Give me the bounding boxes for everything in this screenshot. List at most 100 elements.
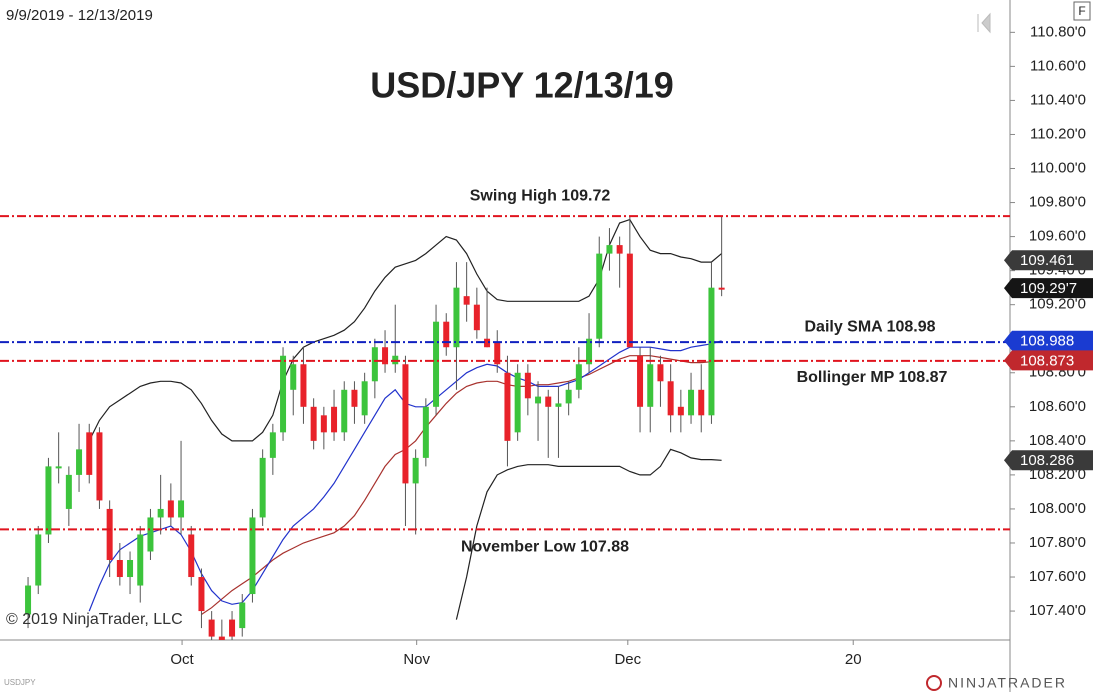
candle-body (402, 364, 409, 484)
candle-body (35, 534, 42, 586)
y-tick-label: 110.60'0 (1030, 57, 1086, 74)
candle-body (545, 396, 552, 407)
candle-body (320, 415, 327, 433)
y-tick-label: 110.40'0 (1030, 91, 1086, 108)
candle-body (708, 287, 715, 416)
indicator-line (88, 218, 722, 442)
candle-body (371, 347, 378, 382)
candle-body (463, 296, 470, 305)
symbol: USDJPY (4, 678, 36, 687)
candle-body (96, 432, 103, 501)
chart-title: USD/JPY 12/13/19 (370, 65, 674, 106)
candle-body (178, 500, 185, 518)
candle-body (555, 403, 562, 407)
candle-body (657, 364, 664, 382)
candle-body (514, 372, 521, 433)
y-tick-label: 109.80'0 (1029, 194, 1086, 211)
candle-body (504, 372, 511, 441)
x-tick-label: Nov (403, 651, 430, 668)
copyright: © 2019 NinjaTrader, LLC (6, 611, 183, 628)
panel-button-label[interactable]: F (1078, 4, 1085, 18)
candle-body (55, 466, 62, 469)
candle-body (188, 534, 195, 578)
candle-body (382, 347, 389, 365)
panel-button[interactable] (1073, 1, 1091, 21)
level-label: Daily SMA 108.98 (804, 318, 935, 335)
price-badge-label: 108.873 (1020, 352, 1074, 369)
candle-body (473, 304, 480, 331)
candle-body (208, 619, 215, 637)
price-badge (1004, 350, 1093, 371)
x-tick-label: Dec (614, 651, 641, 668)
logo-icon (926, 675, 942, 691)
price-badge-label: 109.29'7 (1020, 280, 1077, 297)
candle-body (269, 432, 276, 458)
y-tick-label: 109.20'0 (1029, 296, 1086, 313)
candle-body (280, 355, 287, 433)
plot-area (25, 216, 725, 640)
candle-body (698, 389, 705, 416)
price-badge-label: 108.286 (1020, 452, 1074, 469)
y-tick-label: 110.20'0 (1030, 125, 1086, 142)
candle-body (484, 338, 491, 348)
y-tick-label: 110.80'0 (1030, 23, 1086, 40)
candle-body (575, 364, 582, 390)
candle-body (106, 508, 113, 560)
level-label: Swing High 109.72 (470, 187, 611, 204)
y-tick-label: 107.40'0 (1029, 602, 1086, 619)
x-tick-label: 20 (845, 651, 862, 668)
candle-body (647, 364, 654, 407)
candle-body (290, 364, 297, 390)
candle-body (137, 534, 144, 586)
candle-body (65, 474, 72, 509)
candle-body (688, 389, 695, 416)
candle-body (45, 466, 52, 535)
candle-body (524, 372, 531, 399)
price-badge (1004, 278, 1093, 299)
y-tick-label: 108.00'0 (1029, 500, 1086, 517)
candle-body (412, 457, 419, 484)
date-range: 9/9/2019 - 12/13/2019 (6, 7, 153, 24)
candle-body (596, 253, 603, 339)
candle-body (116, 560, 123, 578)
y-tick-label: 110.00'0 (1030, 159, 1086, 176)
candle-body (351, 389, 358, 407)
candle-body (637, 355, 644, 407)
candle-body (453, 287, 460, 348)
candle-body (361, 381, 368, 416)
candle-body (677, 406, 684, 416)
candle-body (147, 517, 154, 552)
candle-body (718, 287, 725, 290)
price-badge-label: 108.988 (1020, 333, 1074, 350)
candle-body (198, 577, 205, 612)
candle-body (586, 338, 593, 365)
candle-body (616, 245, 623, 254)
candle-body (218, 636, 225, 640)
candle-body (331, 406, 338, 433)
y-tick-label: 108.60'0 (1029, 398, 1086, 415)
candle-body (433, 321, 440, 407)
price-badge-label: 109.461 (1020, 252, 1074, 269)
indicator-line (201, 355, 722, 615)
candle-body (310, 406, 317, 441)
candle-body (25, 585, 32, 615)
candle-body (167, 500, 174, 518)
candle-body (626, 253, 633, 348)
candle-body (86, 432, 93, 475)
candle-body (249, 517, 256, 595)
y-tick-label: 107.80'0 (1029, 534, 1086, 551)
candle-body (667, 381, 674, 416)
price-badge (1004, 330, 1093, 351)
scroll-icon[interactable] (977, 12, 991, 34)
logo: NINJATRADER (948, 675, 1067, 691)
y-tick-label: 109.60'0 (1029, 228, 1086, 245)
level-label: Bollinger MP 108.87 (797, 369, 948, 386)
candle-body (229, 619, 236, 637)
y-tick-label: 107.60'0 (1029, 568, 1086, 585)
candle-body (422, 406, 429, 458)
price-badge (1004, 450, 1093, 471)
candle-body (565, 389, 572, 404)
candle-body (76, 449, 83, 475)
candle-body (127, 560, 134, 578)
